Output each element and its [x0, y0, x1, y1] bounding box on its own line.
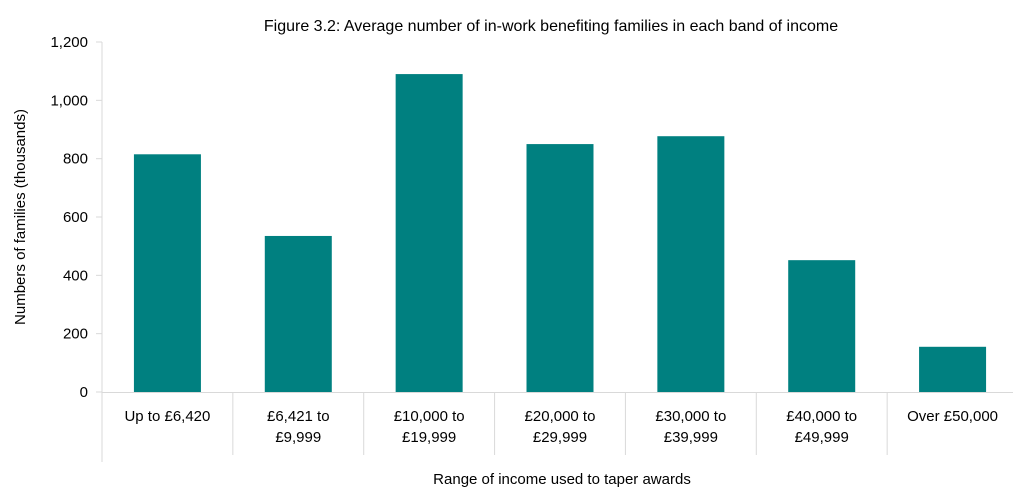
chart-title: Figure 3.2: Average number of in-work be…: [264, 18, 838, 35]
y-tick-label: 1,000: [50, 92, 88, 109]
y-tick-label: 400: [63, 267, 88, 284]
y-tick-label: 0: [80, 384, 88, 401]
y-tick-label: 800: [63, 151, 88, 168]
x-tick-label: £19,999: [402, 429, 456, 446]
bars: [133, 74, 987, 392]
bar: [657, 136, 725, 392]
x-tick-label: £39,999: [664, 429, 718, 446]
x-tick-label: Over £50,000: [907, 408, 998, 425]
x-tick-label: £6,421 to: [267, 408, 330, 425]
x-tick-label: £40,000 to: [786, 408, 857, 425]
y-axis-label: Numbers of families (thousands): [12, 109, 29, 325]
bar: [526, 144, 594, 392]
y-tick-label: 600: [63, 209, 88, 226]
x-tick-label: £20,000 to: [525, 408, 596, 425]
x-axis-ticks: Up to £6,420 £6,421 to £9,999 £10,000 to £19…: [124, 408, 998, 446]
y-tick-label: 1,200: [50, 34, 88, 51]
bar: [395, 74, 463, 392]
y-axis-ticks: 0 200 400 600 800 1,000 1,200: [50, 34, 88, 401]
x-tick-label: £9,999: [275, 429, 321, 446]
x-axis-label: Range of income used to taper awards: [433, 471, 691, 488]
axes: [96, 41, 1013, 462]
x-tick-label: £29,999: [533, 429, 587, 446]
bar: [788, 260, 856, 392]
bar: [919, 346, 987, 392]
y-tick-label: 200: [63, 326, 88, 343]
x-tick-label: £10,000 to: [394, 408, 465, 425]
bar: [264, 235, 332, 392]
x-tick-label: £30,000 to: [655, 408, 726, 425]
x-tick-label: £49,999: [795, 429, 849, 446]
bar: [133, 154, 201, 392]
x-tick-label: Up to £6,420: [124, 408, 210, 425]
